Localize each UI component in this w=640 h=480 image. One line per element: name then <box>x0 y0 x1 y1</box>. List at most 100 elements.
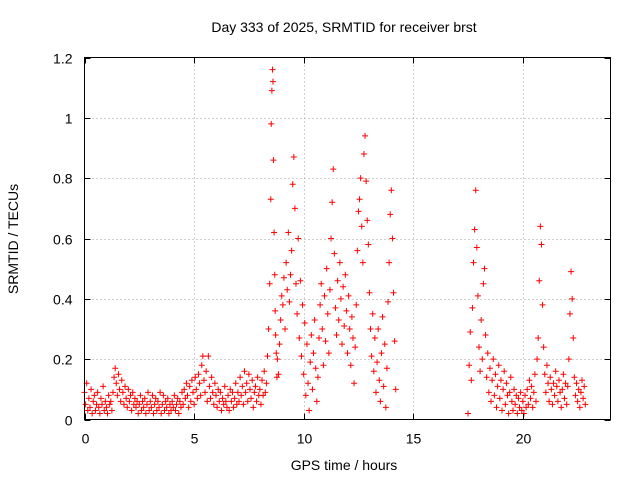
data-point <box>159 401 166 408</box>
data-point <box>203 368 210 375</box>
data-point <box>213 392 219 399</box>
data-point <box>545 380 552 387</box>
data-point <box>371 335 378 342</box>
data-point <box>302 392 309 399</box>
data-point <box>279 301 286 308</box>
data-point <box>551 392 558 399</box>
data-point <box>139 398 146 405</box>
data-point <box>476 344 482 351</box>
data-point <box>101 407 108 414</box>
data-point <box>256 386 263 393</box>
data-point <box>199 353 206 360</box>
data-point <box>148 404 155 411</box>
data-point <box>189 389 196 396</box>
data-point <box>244 398 251 405</box>
data-point <box>166 401 173 408</box>
data-point <box>580 395 587 402</box>
data-point <box>299 301 306 308</box>
data-point <box>527 395 534 402</box>
data-point <box>504 392 511 399</box>
data-point <box>269 78 276 85</box>
data-point <box>300 371 307 378</box>
data-point <box>187 398 194 405</box>
data-point <box>119 389 126 396</box>
data-point <box>511 386 518 393</box>
data-point <box>283 259 290 266</box>
data-point <box>301 319 308 326</box>
data-point <box>343 307 350 314</box>
data-point <box>349 335 356 342</box>
data-point <box>488 398 495 405</box>
data-point <box>188 377 195 384</box>
x-axis-label: GPS time / hours <box>291 457 398 473</box>
y-tick-label: 0.8 <box>53 171 73 187</box>
data-point <box>368 353 375 360</box>
data-point <box>165 410 172 417</box>
data-point <box>229 389 236 396</box>
data-point <box>249 377 256 384</box>
data-point <box>485 389 492 396</box>
x-tick-label: 20 <box>516 431 532 447</box>
data-point <box>186 383 193 390</box>
data-point <box>123 395 130 402</box>
data-point <box>309 386 316 393</box>
y-tick-label: 0 <box>65 413 73 429</box>
data-point <box>530 389 537 396</box>
data-point <box>332 304 339 311</box>
data-point <box>290 154 297 161</box>
data-point <box>529 404 536 411</box>
data-point <box>185 404 192 411</box>
data-point <box>570 335 577 342</box>
data-point <box>477 368 484 375</box>
data-point <box>382 404 389 411</box>
data-point <box>104 410 111 417</box>
data-point <box>177 404 184 411</box>
data-point <box>215 386 222 393</box>
data-point <box>377 398 384 405</box>
data-point <box>266 280 273 287</box>
data-point <box>316 335 323 342</box>
data-point <box>116 386 123 393</box>
data-point <box>528 383 535 390</box>
data-point <box>552 368 559 375</box>
data-point <box>150 410 157 417</box>
data-point <box>519 398 526 405</box>
data-point <box>345 292 352 299</box>
data-point <box>492 371 499 378</box>
data-point <box>130 401 137 408</box>
axis-ticks <box>84 57 611 421</box>
data-point <box>297 277 304 284</box>
data-point <box>245 371 252 378</box>
data-point <box>269 66 276 73</box>
data-point <box>317 301 324 308</box>
data-point <box>366 289 373 296</box>
data-point <box>481 265 488 272</box>
data-point <box>372 389 379 396</box>
data-point <box>257 401 264 408</box>
data-point <box>306 407 313 414</box>
data-point <box>539 301 546 308</box>
data-point <box>381 341 388 348</box>
data-point <box>134 398 141 405</box>
x-tick-label: 0 <box>82 431 90 447</box>
data-point <box>272 332 279 339</box>
data-point <box>84 407 91 414</box>
data-point <box>260 392 267 399</box>
data-point <box>264 353 271 360</box>
data-point <box>239 383 246 390</box>
data-point <box>147 398 154 405</box>
data-point <box>472 187 479 194</box>
data-point <box>241 368 248 375</box>
data-point <box>253 398 260 405</box>
data-point <box>478 316 485 323</box>
data-point <box>579 377 586 384</box>
grid-lines <box>84 57 611 420</box>
data-point <box>157 389 164 396</box>
data-point <box>173 401 180 408</box>
data-point <box>323 265 330 272</box>
data-point <box>374 359 381 366</box>
data-point <box>532 398 539 405</box>
data-point <box>512 401 519 408</box>
data-point <box>205 353 212 360</box>
data-point <box>376 377 383 384</box>
